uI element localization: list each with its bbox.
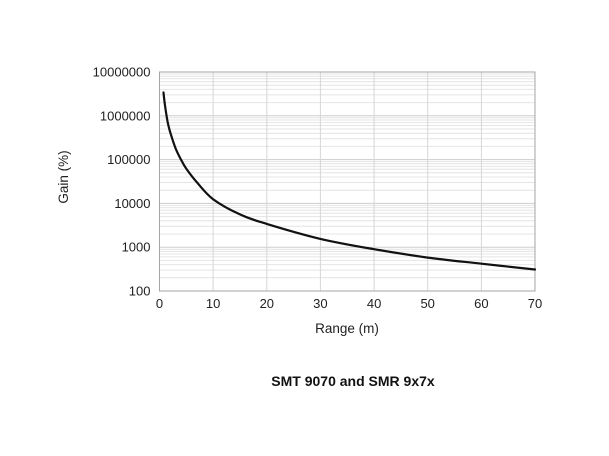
y-axis-title: Gain (%) [56,150,71,203]
grid-layer [159,71,536,292]
y-tick-label: 100000 [107,152,150,167]
curve-layer [162,91,537,271]
x-tick-label: 10 [206,296,220,311]
x-axis-title: Range (m) [315,321,379,336]
plot-border [159,71,536,292]
x-tick-label: 30 [313,296,327,311]
x-tick-label: 0 [156,296,163,311]
y-tick-label: 100 [129,284,151,299]
y-tick-label: 1000 [122,240,151,255]
y-tick-label: 10000000 [93,65,151,80]
y-tick-label: 10000 [114,196,150,211]
tick-layer: 100 1000 10000 100000 1000000 10000000 0 10 20 30… [93,65,543,312]
x-tick-label: 70 [528,296,542,311]
x-tick-label: 60 [474,296,488,311]
y-tick-label: 1000000 [100,108,151,123]
gain-curve [162,91,537,271]
chart-title: SMT 9070 and SMR 9x7x [271,373,435,389]
x-tick-label: 40 [367,296,381,311]
x-tick-label: 50 [420,296,434,311]
x-tick-label: 20 [260,296,274,311]
